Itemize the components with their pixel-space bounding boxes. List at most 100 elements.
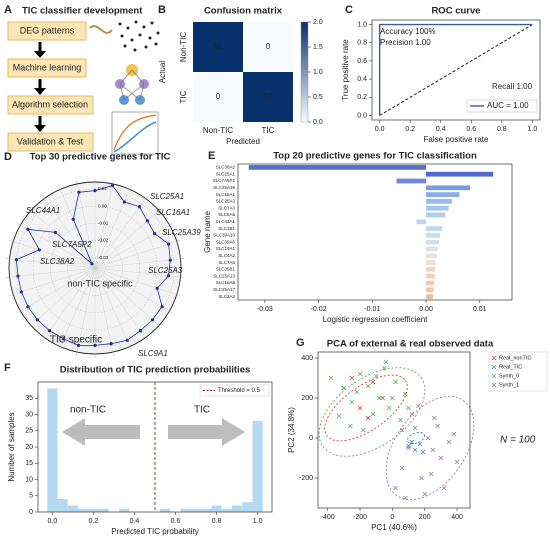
radar-point: [160, 305, 164, 309]
y-tick-label: SLC39A6: [216, 239, 236, 244]
legend-marker: [491, 364, 497, 370]
bar: [426, 233, 441, 238]
scatter-point: [403, 391, 408, 397]
x-tick-label: 0.8: [212, 518, 222, 525]
histogram-bar: [98, 508, 109, 512]
radial-grid: [67, 240, 123, 296]
x-tick-label: 1.0: [527, 126, 537, 133]
category-tick: [9, 294, 14, 297]
category-tick: [27, 325, 32, 329]
colorbar: [300, 21, 309, 123]
scatter-point: [406, 443, 411, 449]
region-label: non-TIC specific: [67, 278, 133, 288]
scatter-point: [406, 405, 411, 411]
y-tick-label: 35: [25, 395, 33, 402]
scatter-point: [336, 413, 342, 419]
x-tick-label: 0.0: [375, 126, 385, 133]
chart-title: ROC curve: [431, 6, 480, 17]
legend-box: [466, 99, 538, 113]
radar-point: [26, 305, 30, 309]
scatter-point: [377, 395, 382, 401]
radar-point: [137, 205, 142, 209]
bar: [426, 226, 443, 231]
histogram-bar: [78, 508, 89, 512]
y-tick-label: 400: [301, 355, 313, 362]
radar-point: [61, 337, 66, 341]
radial-grid: [50, 223, 140, 313]
y-tick-label: TIC: [179, 90, 188, 103]
spoke: [94, 241, 177, 269]
y-tick-label: SLC25A1: [216, 171, 236, 176]
bar: [426, 273, 435, 279]
spoke: [94, 267, 177, 295]
scatter-point: [370, 411, 376, 417]
scatter-point: [454, 459, 460, 465]
annotation: non-TIC: [70, 405, 106, 416]
histogram-bar: [88, 508, 99, 512]
spoke: [13, 241, 96, 269]
radar-point: [93, 189, 97, 193]
x-tick-label: -200: [353, 514, 367, 521]
x-axis-label: Logistic regression coefficient: [323, 315, 429, 324]
spoke: [20, 267, 96, 312]
radar-point: [152, 232, 157, 236]
y-tick-label: SLC39A10: [213, 233, 235, 238]
y-tick-label: 20: [25, 444, 33, 451]
y-axis-label: PC2 (34.8%): [287, 407, 296, 453]
bar: [426, 267, 436, 272]
x-tick-label: 1.0: [253, 518, 263, 525]
colorbar-tick-label: 1.5: [313, 44, 323, 51]
spoke: [59, 267, 96, 347]
radar-point: [53, 230, 57, 234]
chart-title: Top 20 predictive genes for TIC classifi…: [273, 151, 477, 162]
x-tick-label: 0.6: [466, 126, 476, 133]
radial-tick-label: -0.02: [98, 238, 109, 243]
y-tick-label: 10: [25, 476, 33, 483]
scatter-point: [409, 439, 415, 445]
scatter-point: [403, 495, 408, 501]
radar-point: [71, 217, 75, 221]
y-tick-label: SLC25A39: [213, 185, 235, 190]
histogram-bar: [201, 508, 212, 512]
x-tick-label: 0.4: [130, 518, 140, 525]
radial-grid: [32, 205, 158, 331]
category-tick: [145, 337, 149, 341]
confidence-ellipses: [318, 367, 475, 501]
panel-label: C: [345, 4, 353, 16]
x-tick-label: 0.2: [89, 518, 99, 525]
scatter-point: [412, 425, 418, 431]
scatter-point: [382, 365, 387, 371]
radial-tick-label: -0.03: [98, 255, 109, 260]
y-tick-label: SLC4A2: [218, 253, 235, 258]
x-axis-label: Predicted TIC probability: [111, 527, 198, 536]
spoke: [94, 267, 160, 326]
spoke: [44, 267, 96, 338]
scatter-point: [441, 485, 447, 491]
scatter-point: [417, 441, 423, 447]
y-tick-label: SLC25A3: [216, 199, 236, 204]
bar: [426, 287, 434, 293]
annotation: N = 100: [500, 435, 536, 446]
y-tick-label: 0.4: [357, 76, 367, 83]
spoke: [94, 267, 131, 347]
histogram-bar: [160, 508, 171, 512]
category-tick: [112, 179, 114, 184]
radar-point: [109, 342, 113, 346]
y-tick-label: 0: [29, 509, 33, 516]
panel-label: D: [4, 151, 12, 163]
plot-frame: [317, 351, 471, 509]
spoke: [9, 258, 96, 269]
x-tick-label: 400: [451, 514, 463, 521]
scatter-point: [365, 383, 371, 389]
category-tick: [176, 239, 181, 242]
x-tick-label: 0.4: [436, 126, 446, 133]
gene-annotation: SLC25A1: [150, 192, 184, 201]
scatter-point: [425, 435, 431, 441]
y-tick-label: SLC2A3: [218, 294, 235, 299]
bar: [426, 212, 446, 218]
radar-point: [125, 338, 129, 342]
diagram-title: TIC classifier development: [22, 6, 143, 17]
bar: [426, 294, 434, 299]
panel-label: A: [4, 4, 12, 16]
